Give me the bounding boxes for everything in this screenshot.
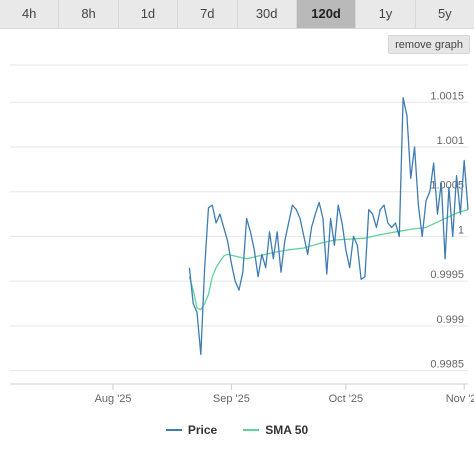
- x-tick-label: Aug '25: [95, 393, 132, 405]
- x-tick-label: Sep '25: [213, 393, 250, 405]
- y-tick-label: 0.999: [436, 314, 464, 326]
- timeframe-tabs: 4h 8h 1d 7d 30d 120d 1y 5y: [0, 0, 474, 29]
- legend-item-price[interactable]: Price: [165, 423, 218, 437]
- series-line-price: [188, 97, 469, 356]
- tab-8h[interactable]: 8h: [59, 0, 119, 29]
- legend-swatch: [243, 429, 260, 431]
- series-line-sma-50: [188, 208, 469, 311]
- series-lines: [188, 97, 469, 356]
- y-tick-label: 0.9985: [430, 359, 464, 371]
- tab-5y[interactable]: 5y: [415, 0, 474, 29]
- y-tick-label: 1: [458, 224, 464, 236]
- tab-120d[interactable]: 120d: [296, 0, 357, 29]
- tab-1d[interactable]: 1d: [118, 0, 179, 29]
- tab-7d[interactable]: 7d: [178, 0, 238, 29]
- legend-label: Price: [187, 423, 218, 437]
- x-axis: Aug '25 Sep '25 Oct '25 Nov '25: [10, 383, 474, 405]
- legend-swatch: [165, 429, 182, 431]
- legend: Price SMA 50: [0, 420, 474, 440]
- tab-1y[interactable]: 1y: [356, 0, 416, 29]
- tab-30d[interactable]: 30d: [237, 0, 297, 29]
- y-tick-label: 1.0015: [430, 90, 464, 102]
- remove-graph-button[interactable]: remove graph: [388, 35, 470, 54]
- y-tick-label: 0.9995: [430, 269, 464, 281]
- x-tick-label: Nov '25: [446, 393, 474, 405]
- legend-label: SMA 50: [265, 423, 309, 437]
- y-tick-label: 1.001: [436, 135, 464, 147]
- grid-lines: [10, 64, 468, 372]
- x-tick-label: Oct '25: [329, 393, 364, 405]
- legend-item-sma-50[interactable]: SMA 50: [243, 423, 308, 437]
- tab-4h[interactable]: 4h: [0, 0, 60, 29]
